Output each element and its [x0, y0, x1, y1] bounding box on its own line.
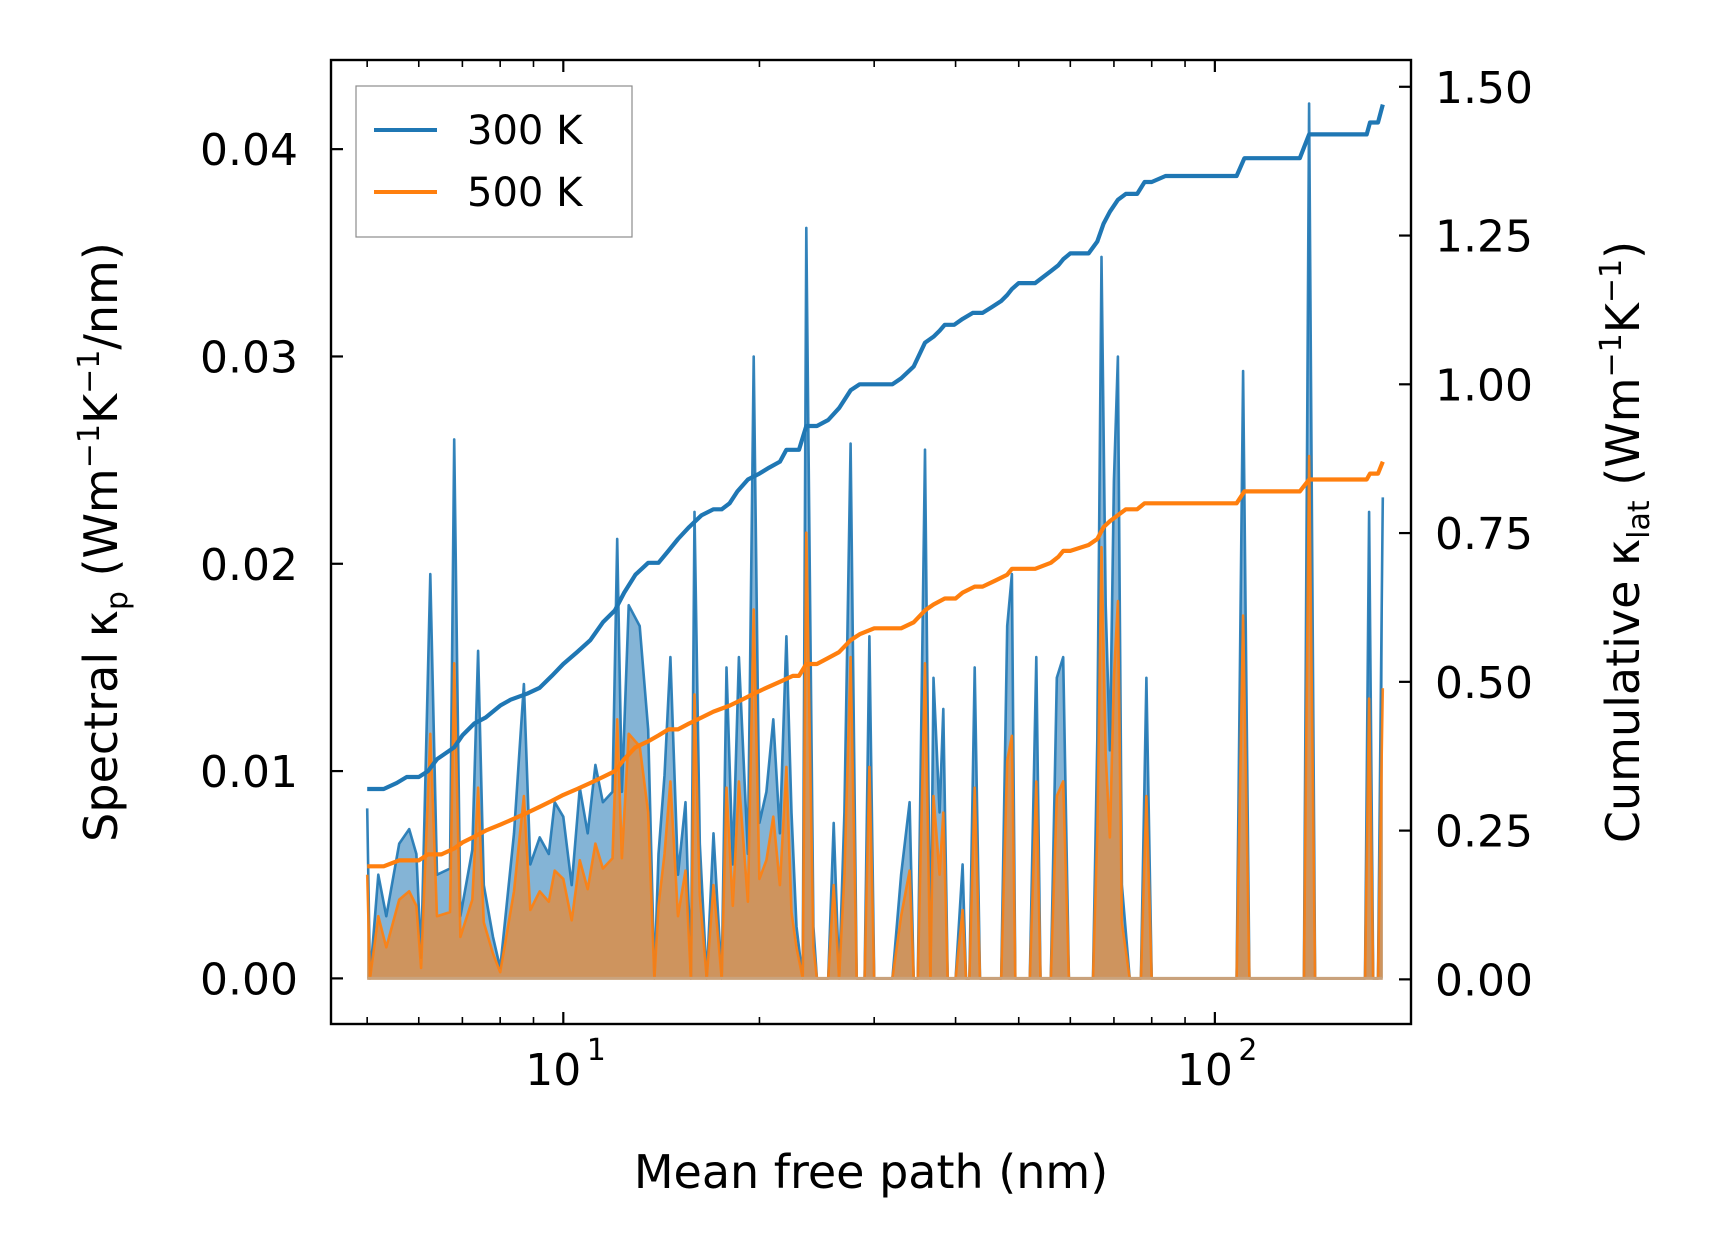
y-left-tick-label: 0.02 [200, 540, 298, 591]
y-right-tick-label: 1.00 [1435, 360, 1533, 411]
x-tick-label-exponent: 1 [587, 1033, 606, 1068]
ticks-layer [331, 60, 1412, 1024]
legend-frame [355, 85, 633, 238]
y-right-label-part: (Wm [1596, 377, 1650, 500]
y-right-tick-label: 0.50 [1435, 658, 1533, 709]
spectral-area-500k [367, 456, 1383, 979]
y-left-label-part: K [74, 392, 128, 424]
spectral-line-500k [365, 454, 1385, 980]
y-right-label-part: K [1596, 301, 1650, 333]
y-right-tick-label: 1.50 [1435, 63, 1533, 114]
x-axis-label: Mean free path (nm) [634, 1145, 1108, 1199]
y-right-tick-label: 1.25 [1435, 212, 1533, 263]
y-right-label-part: ) [1596, 241, 1650, 259]
y-right-label-sup: −1 [1594, 333, 1629, 377]
y-axis-label-left: Spectral κp (Wm−1K−1/nm) [72, 242, 135, 842]
cumulative-line-300k [367, 104, 1385, 792]
y-right-tick-label: 0.00 [1435, 955, 1533, 1006]
cumulative-line-500k [367, 460, 1385, 869]
spectral-line-300k [365, 102, 1385, 980]
y-right-tick-label: 0.25 [1435, 807, 1533, 858]
tick-labels: 10 1 10 20.000.010.020.030.040.000.250.500.… [200, 63, 1533, 1096]
y-right-label-part: Cumulative κ [1596, 539, 1650, 843]
x-tick-label-exponent: 2 [1238, 1033, 1257, 1068]
y-left-tick-label: 0.03 [200, 332, 298, 383]
y-right-label-sub: lat [1622, 500, 1657, 539]
y-left-label-part: (Wm [74, 468, 128, 591]
series-layer [365, 102, 1385, 980]
y-left-label-sup: −1 [72, 424, 107, 468]
legend-label-300k: 300 K [467, 108, 584, 154]
y-left-tick-label: 0.00 [200, 954, 298, 1005]
y-right-tick-label: 0.75 [1435, 509, 1533, 560]
svg-text:Cumulative κlat (Wm−1K−1): Cumulative κlat (Wm−1K−1) [1594, 241, 1657, 843]
y-left-tick-label: 0.01 [200, 747, 298, 798]
x-tick-label: 10 [1177, 1045, 1233, 1096]
x-tick-label: 10 [525, 1045, 581, 1096]
legend: 300 K 500 K [355, 85, 633, 238]
y-left-label-sub: p [100, 591, 135, 610]
y-axis-label-right: Cumulative κlat (Wm−1K−1) [1594, 241, 1657, 843]
y-right-label-sup: −1 [1594, 259, 1629, 303]
legend-label-500k: 500 K [467, 170, 584, 216]
y-left-label-sup: −1 [72, 350, 107, 394]
y-left-label-part: /nm) [74, 242, 128, 349]
svg-text:Spectral κp (Wm−1K−1/nm): Spectral κp (Wm−1K−1/nm) [72, 242, 135, 842]
y-left-tick-label: 0.04 [200, 125, 298, 176]
y-left-label-part: Spectral κ [74, 610, 128, 842]
axes-frame [329, 58, 1413, 1026]
